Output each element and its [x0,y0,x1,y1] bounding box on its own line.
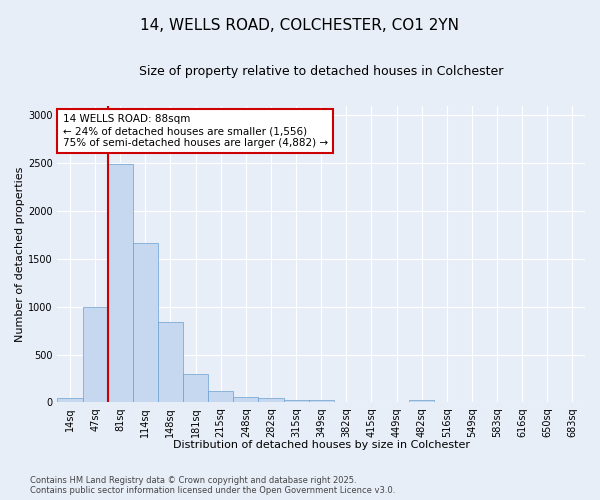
Bar [107,164,133,402]
Bar [158,322,183,402]
Bar [83,306,107,402]
Text: Contains HM Land Registry data © Crown copyright and database right 2025.
Contai: Contains HM Land Registry data © Crown c… [30,476,395,495]
Text: 14, WELLS ROAD, COLCHESTER, CO1 2YN: 14, WELLS ROAD, COLCHESTER, CO1 2YN [140,18,460,32]
Bar [208,391,233,402]
Text: 14 WELLS ROAD: 88sqm
← 24% of detached houses are smaller (1,556)
75% of semi-de: 14 WELLS ROAD: 88sqm ← 24% of detached h… [62,114,328,148]
Bar [233,397,259,402]
Bar [259,398,284,402]
Bar [183,374,208,402]
X-axis label: Distribution of detached houses by size in Colchester: Distribution of detached houses by size … [173,440,470,450]
Bar [308,400,334,402]
Y-axis label: Number of detached properties: Number of detached properties [15,166,25,342]
Bar [409,400,434,402]
Bar [58,398,83,402]
Title: Size of property relative to detached houses in Colchester: Size of property relative to detached ho… [139,65,503,78]
Bar [133,242,158,402]
Bar [284,400,308,402]
